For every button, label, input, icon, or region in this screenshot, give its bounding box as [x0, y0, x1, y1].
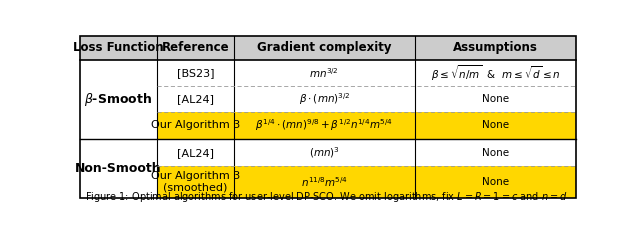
Text: $\beta$-Smooth: $\beta$-Smooth	[84, 91, 152, 108]
Text: [AL24]: [AL24]	[177, 94, 214, 104]
Text: [AL24]: [AL24]	[177, 148, 214, 158]
Bar	[80, 86, 576, 112]
Bar	[80, 139, 157, 198]
Text: $\beta \leq \sqrt{n/m}$  &  $m \leq \sqrt{d} \leq n$: $\beta \leq \sqrt{n/m}$ & $m \leq \sqrt{…	[431, 63, 560, 83]
Bar	[80, 60, 157, 139]
Text: [BS23]: [BS23]	[177, 68, 214, 78]
Text: Our Algorithm 3: Our Algorithm 3	[150, 121, 240, 131]
Text: Figure 1: Optimal algorithms for user-level DP-SCO. We omit logarithms, fix $L =: Figure 1: Optimal algorithms for user-le…	[85, 190, 568, 204]
Text: Non-Smooth: Non-Smooth	[75, 162, 162, 175]
Bar	[80, 139, 576, 166]
Text: Loss Function: Loss Function	[73, 41, 164, 54]
Bar	[80, 60, 576, 86]
Text: $\beta \cdot (mn)^{3/2}$: $\beta \cdot (mn)^{3/2}$	[298, 91, 350, 107]
Text: Reference: Reference	[161, 41, 229, 54]
Bar	[80, 166, 576, 198]
Text: $\beta^{1/4} \cdot (mn)^{9/8} + \beta^{1/2}n^{1/4}m^{5/4}$: $\beta^{1/4} \cdot (mn)^{9/8} + \beta^{1…	[255, 117, 394, 133]
Text: None: None	[482, 94, 509, 104]
Text: $mn^{3/2}$: $mn^{3/2}$	[309, 66, 339, 80]
Text: $(mn)^{3}$: $(mn)^{3}$	[309, 145, 340, 160]
Text: Gradient complexity: Gradient complexity	[257, 41, 392, 54]
Text: None: None	[482, 148, 509, 158]
Bar	[80, 36, 576, 198]
Text: None: None	[482, 121, 509, 131]
Text: Assumptions: Assumptions	[453, 41, 538, 54]
Text: $n^{11/8}m^{5/4}$: $n^{11/8}m^{5/4}$	[301, 175, 348, 189]
Bar	[80, 36, 576, 60]
Bar	[80, 112, 576, 139]
Text: None: None	[482, 177, 509, 187]
Text: Our Algorithm 3
(smoothed): Our Algorithm 3 (smoothed)	[150, 171, 240, 193]
